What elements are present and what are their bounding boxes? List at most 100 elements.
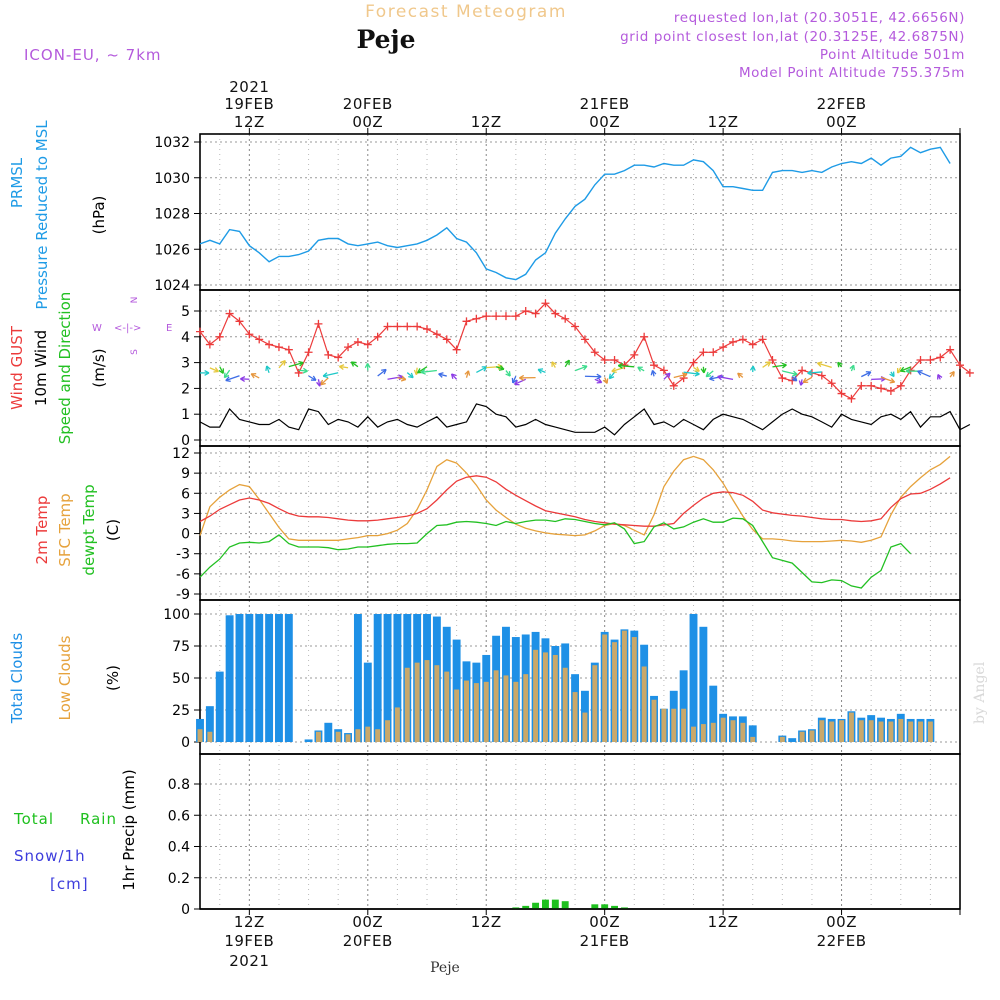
requested-coords: requested lon,lat (20.3051E, 42.6656N) — [674, 10, 965, 26]
low-cloud-bar — [898, 718, 904, 742]
gust-marker — [265, 340, 274, 349]
panel-2: -9 -6 -3 0 3 6 9 12 — [172, 446, 961, 603]
low-cloud-bar — [404, 667, 410, 742]
low-cloud-bar — [315, 731, 321, 742]
pressure-label-1: PRMSL — [8, 157, 26, 208]
y-tick-label: 1030 — [154, 171, 190, 187]
wind-direction-arrow — [486, 365, 503, 369]
wind-arrow-head — [700, 367, 707, 374]
gust-marker — [827, 379, 836, 388]
gust-marker — [837, 389, 846, 398]
y-tick-label: 2 — [181, 381, 190, 397]
gust-marker — [571, 322, 580, 331]
wind-arrow-head — [338, 364, 345, 370]
gust-marker — [294, 368, 303, 377]
low-cloud-bar — [661, 708, 667, 742]
gust-marker — [817, 371, 826, 380]
y-tick-label: 1024 — [154, 278, 190, 294]
compass-s: S — [130, 349, 140, 355]
low-cloud-bar — [681, 708, 687, 742]
gust-marker — [205, 340, 214, 349]
wind-direction-arrow — [762, 361, 771, 368]
low-cloud-bar — [592, 665, 598, 742]
low-cloud-bar — [473, 683, 479, 742]
wind10-label: 10m Wind — [32, 330, 50, 406]
top-axis-hour-3: 00Z — [589, 113, 620, 131]
wind-arrow-head — [225, 376, 231, 383]
gust-marker — [778, 374, 787, 383]
low-cloud-bar — [651, 699, 657, 742]
y-tick-label: 0 — [181, 902, 190, 918]
y-tick-label: -9 — [176, 587, 190, 603]
gust-marker — [274, 343, 283, 352]
gust-marker — [659, 366, 668, 375]
gust-marker — [255, 335, 264, 344]
y-tick-label: 0 — [181, 433, 190, 449]
gust-marker — [857, 381, 866, 390]
wind-direction-arrow — [339, 365, 349, 369]
gust-line — [199, 302, 971, 400]
low-clouds-label: Low Clouds — [56, 635, 74, 720]
gust-marker — [284, 345, 293, 354]
low-cloud-bar — [572, 692, 578, 742]
wind-arrow-head — [792, 370, 798, 377]
wind-arrow-head — [511, 377, 518, 384]
y-tick-label: 25 — [172, 703, 190, 719]
model-altitude: Model Point Altitude 755.375m — [739, 65, 965, 81]
low-cloud-bar — [542, 652, 548, 742]
wind-arrow-head — [204, 369, 210, 376]
temp-sfc-label: SFC Temp — [56, 493, 74, 566]
wind-direction-arrow — [663, 372, 671, 380]
wind-arrow-head — [438, 372, 444, 378]
gust-marker — [314, 319, 323, 328]
low-cloud-bar — [878, 721, 884, 742]
wind-arrow-head — [280, 360, 286, 366]
low-cloud-bar — [602, 634, 608, 742]
low-cloud-bar — [493, 670, 499, 742]
wind-arrow-head — [717, 374, 723, 381]
pressure-line — [199, 146, 951, 281]
watermark: by Angel — [972, 661, 988, 724]
wind-direction-arrow — [673, 373, 688, 379]
wind-arrow-head — [408, 372, 414, 379]
gust-marker — [689, 358, 698, 367]
wind-direction-arrow — [209, 367, 219, 373]
wind-arrow-head — [637, 366, 643, 372]
total-cloud-bar — [373, 614, 382, 742]
wind-direction-arrow — [608, 371, 616, 380]
gust-marker — [768, 356, 777, 365]
gust-marker — [936, 353, 945, 362]
pressure-label-2: Pressure Reduced to MSL — [33, 120, 51, 310]
rain-bar — [532, 902, 540, 909]
wind-arrow-head — [650, 369, 657, 376]
gust-marker — [650, 361, 659, 370]
gust-marker — [709, 348, 718, 357]
gust-marker — [245, 330, 254, 339]
wind-direction-arrow — [250, 373, 260, 379]
y-tick-label: -6 — [176, 567, 190, 583]
wind-arrow-head — [937, 374, 943, 380]
wind-arrow-head — [596, 373, 602, 380]
low-cloud-bar — [621, 630, 627, 742]
wind-direction-arrow — [817, 362, 832, 368]
low-cloud-bar — [582, 712, 588, 742]
wind-direction-arrow — [320, 377, 329, 386]
wind-direction-arrow — [223, 369, 231, 379]
gust-marker — [956, 361, 964, 370]
wind-arrow-head — [694, 366, 700, 372]
gust-marker — [452, 345, 461, 354]
wind-arrow-head — [420, 368, 426, 375]
gust-marker — [482, 312, 491, 321]
rain-bar — [591, 904, 599, 909]
top-axis-hour-4: 12Z — [708, 113, 739, 131]
gust-marker — [551, 309, 560, 318]
gust-label: Wind GUST — [8, 325, 26, 410]
total-cloud-bar — [353, 614, 362, 742]
wind-arrow-head — [749, 365, 756, 371]
y-tick-label: 1026 — [154, 242, 190, 258]
wind-direction-arrow — [717, 375, 734, 380]
wind-arrow-head — [611, 367, 617, 374]
total-cloud-bar — [265, 614, 274, 742]
wind-direction-arrow — [387, 375, 404, 380]
